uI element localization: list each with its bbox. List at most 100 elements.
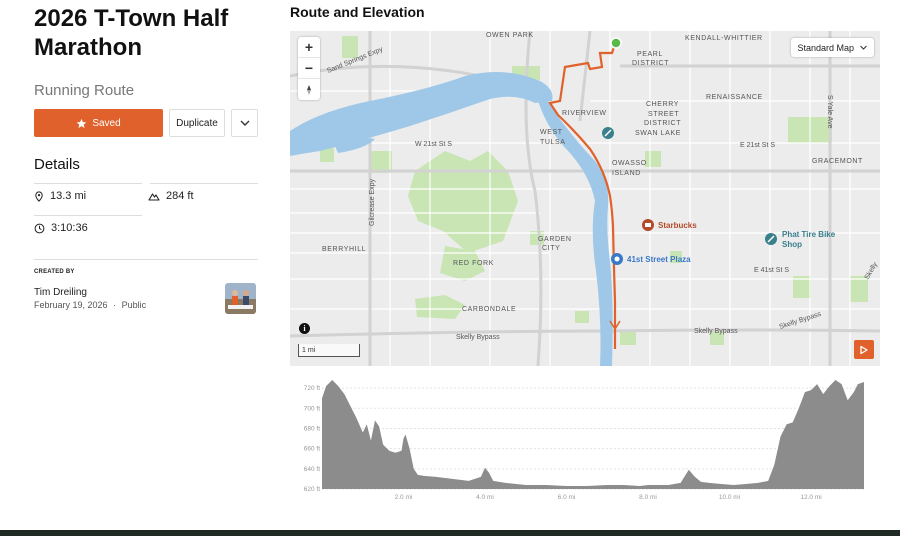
road-label: Skelly Bypass (456, 334, 500, 341)
map-label: GRACEMONT (812, 158, 863, 165)
y-tick-label: 700 ft (304, 405, 320, 412)
start-marker (610, 37, 622, 49)
road-label: Skelly Bypass (694, 328, 738, 335)
poi-marker-phat-tire (765, 233, 777, 245)
minor-roads (290, 31, 880, 366)
avatar-image (225, 283, 256, 314)
compass-button[interactable] (298, 79, 320, 100)
map-label: SWAN LAKE (635, 130, 681, 137)
stat-divider (150, 183, 258, 184)
compass-icon (307, 84, 311, 95)
elevation-x-ticks: 2.0 mi 4.0 mi 6.0 mi 8.0 mi 10.0 mi 12.0 mi (395, 494, 822, 501)
map-canvas: OWEN PARK KENDALL-WHITTIER PEARL DISTRIC… (290, 31, 880, 366)
route-map[interactable]: OWEN PARK KENDALL-WHITTIER PEARL DISTRIC… (290, 31, 880, 366)
chevron-down-icon (240, 120, 249, 126)
elevation-area (322, 380, 864, 489)
y-tick-label: 660 ft (304, 446, 320, 453)
meta-separator: · (113, 300, 117, 310)
visibility-label: Public (121, 300, 147, 310)
map-label: RIVERVIEW (562, 110, 607, 117)
y-tick-label: 640 ft (304, 466, 320, 473)
road-label: E 21st St S (740, 142, 775, 149)
stat-divider (34, 215, 142, 216)
map-label: TULSA (540, 139, 566, 146)
saved-button[interactable]: Saved (34, 109, 163, 137)
map-label: ISLAND (612, 170, 641, 177)
distance-value: 13.3 mi (50, 190, 87, 202)
map-label: STREET (648, 111, 679, 118)
road-label: Gilcrease Expy (369, 178, 376, 226)
zoom-out-button[interactable]: − (298, 58, 320, 79)
x-tick-label: 8.0 mi (639, 494, 657, 501)
play-route-button[interactable] (854, 340, 874, 359)
duplicate-button[interactable]: Duplicate (169, 109, 225, 137)
map-type-select[interactable]: Standard Map (791, 38, 874, 57)
road-label: E 41st St S (754, 267, 789, 274)
elevation-value: 284 ft (166, 190, 194, 202)
map-type-label: Standard Map (797, 42, 854, 53)
page-title: 2026 T-Town Half Marathon (34, 5, 229, 61)
elevation-chart-svg: 720 ft 700 ft 680 ft 660 ft 640 ft 620 ft 2.0… (304, 380, 864, 501)
map-label: CHERRY (646, 101, 679, 108)
x-tick-label: 10.0 mi (719, 494, 740, 501)
map-scale: 1 mi (298, 344, 360, 357)
avatar[interactable] (225, 283, 256, 314)
route-elevation-heading: Route and Elevation (290, 4, 425, 20)
poi-label-phat-tire: Phat Tire Bike (782, 230, 836, 239)
info-icon[interactable]: i (299, 323, 310, 334)
mountain-icon (148, 193, 160, 201)
y-tick-label: 720 ft (304, 385, 320, 392)
stat-divider (34, 183, 142, 184)
x-tick-label: 6.0 mi (558, 494, 576, 501)
y-tick-label: 620 ft (304, 486, 320, 493)
map-label: CITY (542, 245, 560, 252)
x-tick-label: 4.0 mi (476, 494, 494, 501)
poi-marker-bike (602, 127, 614, 139)
chevron-down-icon (860, 45, 867, 50)
route-direction-arrow (609, 320, 621, 331)
map-label: OWASSO (612, 160, 647, 167)
saved-button-label: Saved (92, 117, 121, 129)
map-label: GARDEN (538, 236, 572, 243)
x-tick-label: 2.0 mi (395, 494, 413, 501)
road-label: S Yale Ave (826, 95, 833, 129)
map-label: DISTRICT (644, 120, 681, 127)
map-label: KENDALL-WHITTIER (685, 35, 763, 42)
map-label: OWEN PARK (486, 32, 534, 39)
section-divider (34, 259, 258, 260)
elevation-y-ticks: 720 ft 700 ft 680 ft 660 ft 640 ft 620 ft (304, 385, 320, 493)
star-icon (77, 118, 87, 128)
map-label: DISTRICT (632, 60, 669, 67)
elevation-stat: 284 ft (148, 190, 194, 202)
y-tick-label: 680 ft (304, 425, 320, 432)
created-by-label: CREATED BY (34, 269, 75, 275)
route-meta: February 19, 2026 · Public (34, 300, 146, 310)
details-heading: Details (34, 156, 80, 173)
map-label: RENAISSANCE (706, 94, 763, 101)
clock-icon (34, 223, 45, 233)
poi-label-phat-tire: Shop (782, 240, 802, 249)
poi-marker-starbucks (642, 219, 654, 231)
map-label: PEARL (637, 51, 663, 58)
footer-bar (0, 530, 900, 536)
created-date: February 19, 2026 (34, 300, 108, 310)
duration-value: 3:10:36 (51, 222, 88, 234)
map-label: BERRYHILL (322, 246, 366, 253)
distance-stat: 13.3 mi (34, 190, 86, 202)
poi-label-starbucks: Starbucks (658, 221, 697, 230)
location-pin-icon (35, 190, 43, 202)
map-label: RED FORK (453, 260, 494, 267)
road-label: W 21st St S (415, 141, 452, 148)
route-type-label: Running Route (34, 82, 135, 99)
more-options-button[interactable] (231, 109, 258, 137)
elevation-chart[interactable]: 720 ft 700 ft 680 ft 660 ft 640 ft 620 ft 2.0… (290, 372, 880, 506)
map-label: CARBONDALE (462, 306, 516, 313)
zoom-in-button[interactable]: + (298, 37, 320, 58)
map-label: WEST (540, 129, 563, 136)
duration-stat: 3:10:36 (34, 222, 88, 234)
play-icon (860, 345, 868, 354)
author-name[interactable]: Tim Dreiling (34, 287, 87, 298)
zoom-controls: + − (298, 37, 320, 100)
arkansas-river (290, 72, 613, 366)
action-buttons: Saved Duplicate (34, 109, 258, 137)
